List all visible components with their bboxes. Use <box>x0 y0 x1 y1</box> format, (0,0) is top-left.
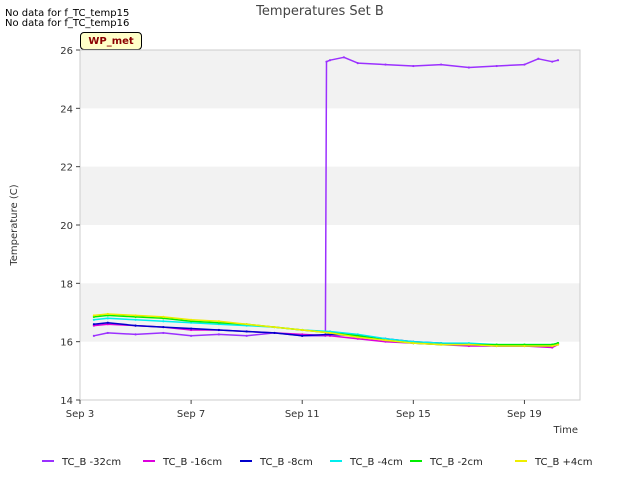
data-point <box>328 331 332 335</box>
data-point <box>467 66 470 69</box>
data-point <box>217 333 220 336</box>
data-point <box>106 321 109 324</box>
data-point <box>523 344 526 348</box>
data-point <box>467 343 470 346</box>
data-point <box>342 56 345 59</box>
data-point <box>412 64 415 68</box>
data-point <box>245 334 248 337</box>
x-axis-label: Time <box>553 425 578 436</box>
data-point <box>495 344 498 348</box>
data-point <box>384 63 387 66</box>
data-point <box>106 312 109 316</box>
data-point <box>134 324 137 327</box>
data-point <box>412 342 415 345</box>
grid-band <box>80 50 580 109</box>
x-tick-label: Sep 3 <box>66 409 94 420</box>
data-point <box>190 334 193 337</box>
data-point <box>301 328 304 332</box>
legend-label: TC_B -2cm <box>429 457 483 468</box>
y-axis-label: Temperature (C) <box>9 184 20 266</box>
y-tick-label: 26 <box>60 46 73 57</box>
data-point <box>440 63 443 66</box>
data-point <box>162 320 165 323</box>
y-tick-label: 24 <box>60 104 73 115</box>
data-point <box>217 328 220 332</box>
data-point <box>495 64 498 68</box>
data-point <box>245 330 248 333</box>
data-point <box>162 325 165 329</box>
data-point <box>356 62 359 65</box>
legend-label: TC_B -32cm <box>61 457 121 468</box>
y-tick-label: 22 <box>60 163 73 174</box>
data-point <box>440 343 443 346</box>
legend-label: TC_B -16cm <box>162 457 222 468</box>
data-point <box>551 60 554 63</box>
data-point <box>245 323 248 326</box>
no-data-note-2: No data for f_TC_temp16 <box>5 18 130 29</box>
data-point <box>273 331 276 335</box>
x-tick-label: Sep 15 <box>396 409 431 420</box>
no-data-note-1: No data for f_TC_temp15 <box>5 8 130 19</box>
data-point <box>162 315 165 318</box>
data-point <box>190 327 193 330</box>
data-point <box>556 59 560 62</box>
y-tick-label: 14 <box>60 396 73 407</box>
data-point <box>325 60 328 63</box>
data-point <box>92 323 95 326</box>
data-point <box>556 343 560 346</box>
data-point <box>523 63 526 66</box>
legend-label: TC_B +4cm <box>534 457 593 468</box>
chart-title: Temperatures Set B <box>255 4 384 19</box>
y-tick-label: 20 <box>60 221 73 232</box>
x-tick-label: Sep 19 <box>507 409 542 420</box>
data-point <box>106 331 109 335</box>
y-tick-label: 16 <box>60 338 73 349</box>
data-point <box>217 320 220 323</box>
grid-band <box>80 166 580 225</box>
data-point <box>92 334 95 337</box>
data-point <box>328 59 332 62</box>
data-point <box>301 334 304 337</box>
data-point <box>92 318 95 321</box>
data-point <box>190 318 193 321</box>
data-point <box>384 339 387 342</box>
data-point <box>92 314 95 317</box>
legend-label: TC_B -8cm <box>259 457 313 468</box>
x-tick-label: Sep 11 <box>285 409 320 420</box>
x-tick-label: Sep 7 <box>177 409 205 420</box>
data-point <box>134 333 137 336</box>
data-point <box>106 317 109 320</box>
data-point <box>356 336 359 339</box>
data-point <box>537 57 540 60</box>
legend-label: TC_B -4cm <box>349 457 403 468</box>
data-point <box>134 318 137 321</box>
y-tick-label: 18 <box>60 279 73 290</box>
data-point <box>551 344 554 348</box>
data-point <box>273 325 276 329</box>
data-point <box>162 331 165 335</box>
data-point <box>134 314 137 317</box>
